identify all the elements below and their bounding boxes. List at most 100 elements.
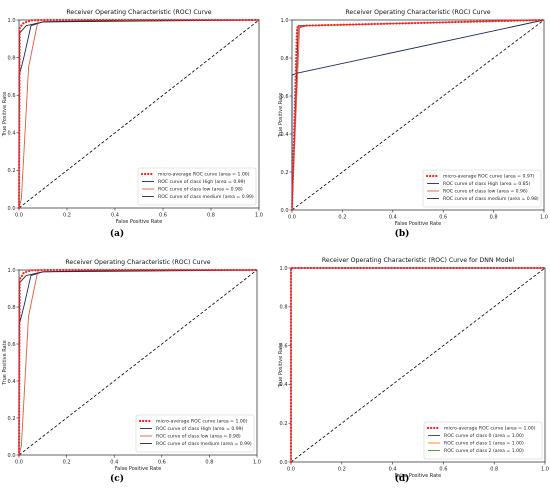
- roc-series-line: [17, 268, 259, 457]
- y-tick-label: 0.6: [8, 93, 16, 99]
- roc-chart: Receiver Operating Characteristic (ROC) …: [2, 9, 263, 225]
- x-tick-label: 0.6: [159, 213, 167, 219]
- x-tick-label: 0.8: [490, 467, 498, 473]
- chance-diagonal-line: [18, 19, 260, 209]
- x-tick-label: 0.2: [338, 467, 346, 473]
- roc-series-line: [291, 19, 545, 210]
- y-tick-label: 0.6: [281, 94, 289, 100]
- x-tick-label: 0.0: [15, 460, 23, 466]
- x-tick-label: 0.4: [111, 213, 119, 219]
- y-axis-label: True Positive Rate: [278, 93, 284, 139]
- y-tick-label: 0.2: [8, 168, 16, 174]
- x-tick-label: 1.0: [253, 460, 261, 466]
- legend-label: ROC curve of class medium (area = 0.99): [156, 441, 252, 447]
- x-tick-label: 0.8: [207, 213, 215, 219]
- panel-caption: (c): [110, 474, 124, 484]
- x-tick-label: 0.8: [490, 215, 498, 221]
- legend: micro-average ROC curve (area = 1.00)ROC…: [135, 414, 255, 453]
- legend-label: ROC curve of class low (area = 0.98): [158, 187, 243, 193]
- y-tick-label: 0.6: [8, 342, 16, 348]
- x-tick-label: 0.0: [288, 215, 296, 221]
- y-tick-label: 0.2: [280, 421, 288, 427]
- legend: micro-average ROC curve (area = 1.00)ROC…: [423, 421, 543, 460]
- legend-label: micro-average ROC curve (area = 1.00): [444, 426, 536, 432]
- legend-label: ROC curve of class 1 (area = 1.00): [444, 441, 524, 447]
- roc-chart: Receiver Operating Characteristic (ROC) …: [278, 257, 549, 479]
- roc-series-line: [18, 19, 259, 208]
- roc-panel: Receiver Operating Characteristic (ROC) …: [278, 256, 550, 484]
- legend-label: ROC curve of class medium (area = 0.99): [158, 194, 254, 200]
- y-tick-label: 0.0: [8, 206, 16, 212]
- x-tick-label: 0.4: [389, 467, 397, 473]
- roc-panel: Receiver Operating Characteristic (ROC) …: [278, 0, 550, 239]
- x-axis-label: False Positive Rate: [395, 221, 441, 225]
- y-tick-label: 0.0: [8, 453, 16, 459]
- x-tick-label: 1.0: [255, 213, 263, 219]
- y-tick-label: 1.0: [8, 268, 16, 274]
- y-tick-label: 0.4: [281, 132, 289, 138]
- roc-series-line: [18, 269, 257, 456]
- y-tick-label: 0.8: [8, 305, 16, 311]
- legend-label: ROC curve of class High (area = 0.99): [156, 426, 244, 432]
- chance-diagonal-line: [291, 19, 545, 211]
- legend-label: micro-average ROC curve (area = 1.00): [156, 419, 248, 425]
- y-axis-label: True Positive Rate: [278, 343, 284, 389]
- y-axis-label: True Positive Rate: [2, 340, 8, 386]
- roc-chart: Receiver Operating Characteristic (ROC) …: [2, 259, 261, 472]
- x-tick-label: 0.4: [389, 215, 397, 221]
- y-tick-label: 0.2: [281, 170, 289, 176]
- x-tick-label: 0.0: [287, 467, 295, 473]
- y-tick-label: 0.0: [281, 208, 289, 214]
- y-tick-label: 1.0: [280, 266, 288, 272]
- legend-label: ROC curve of class 0 (area = 1.00): [444, 433, 524, 439]
- y-axis-label: True Positive Rate: [2, 92, 8, 138]
- x-axis-label: False Positive Rate: [115, 466, 161, 472]
- x-tick-label: 1.0: [541, 467, 549, 473]
- legend-label: micro-average ROC curve (area = 0.97): [443, 174, 535, 180]
- x-tick-label: 0.6: [158, 460, 166, 466]
- legend-label: ROC curve of class medium (area = 0.98): [443, 196, 539, 202]
- x-tick-label: 0.2: [338, 215, 346, 221]
- panel-caption: (d): [394, 474, 410, 484]
- y-tick-label: 1.0: [281, 18, 289, 24]
- legend-box: [423, 421, 543, 460]
- roc-series-line: [290, 18, 546, 212]
- y-tick-label: 0.8: [280, 305, 288, 311]
- x-axis-label: False Positive Rate: [116, 219, 162, 225]
- roc-panel: Receiver Operating Characteristic (ROC) …: [0, 0, 268, 239]
- legend-box: [135, 414, 255, 453]
- chart-title: Receiver Operating Characteristic (ROC) …: [322, 257, 514, 264]
- x-tick-label: 0.4: [110, 460, 118, 466]
- panel-caption: (b): [394, 229, 410, 239]
- y-tick-label: 0.4: [280, 382, 288, 388]
- legend-label: ROC curve of class low (area = 0.98): [156, 434, 241, 440]
- y-tick-label: 0.8: [8, 55, 16, 61]
- chart-title: Receiver Operating Characteristic (ROC) …: [66, 9, 211, 16]
- x-tick-label: 1.0: [540, 215, 548, 221]
- x-tick-label: 0.2: [63, 213, 71, 219]
- chance-diagonal-line: [290, 267, 546, 463]
- legend-label: ROC curve of class 2 (area = 1.00): [444, 448, 524, 454]
- y-tick-label: 1.0: [8, 18, 16, 24]
- x-axis-label: False Positive Rate: [395, 473, 441, 479]
- y-tick-label: 0.2: [8, 416, 16, 422]
- legend-label: micro-average ROC curve (area = 1.00): [158, 172, 250, 178]
- y-tick-label: 0.6: [280, 343, 288, 349]
- y-tick-label: 0.0: [280, 460, 288, 466]
- legend-label: ROC curve of class High (area = 0.99): [158, 179, 246, 185]
- x-tick-label: 0.6: [439, 467, 447, 473]
- legend-box: [137, 167, 257, 206]
- chance-diagonal-line: [18, 269, 258, 456]
- roc-panel: Receiver Operating Characteristic (ROC) …: [0, 256, 268, 484]
- chart-title: Receiver Operating Characteristic (ROC) …: [65, 259, 210, 266]
- legend-label: ROC curve of class High (area = 0.85): [443, 181, 531, 187]
- legend-box: [422, 169, 542, 208]
- y-tick-label: 0.8: [281, 56, 289, 62]
- roc-chart: Receiver Operating Characteristic (ROC) …: [278, 9, 548, 227]
- x-tick-label: 0.6: [439, 215, 447, 221]
- y-tick-label: 0.4: [8, 379, 16, 385]
- y-tick-label: 0.4: [8, 131, 16, 137]
- x-tick-label: 0.2: [63, 460, 71, 466]
- chart-title: Receiver Operating Characteristic (ROC) …: [345, 9, 490, 16]
- legend: micro-average ROC curve (area = 1.00)ROC…: [137, 167, 257, 206]
